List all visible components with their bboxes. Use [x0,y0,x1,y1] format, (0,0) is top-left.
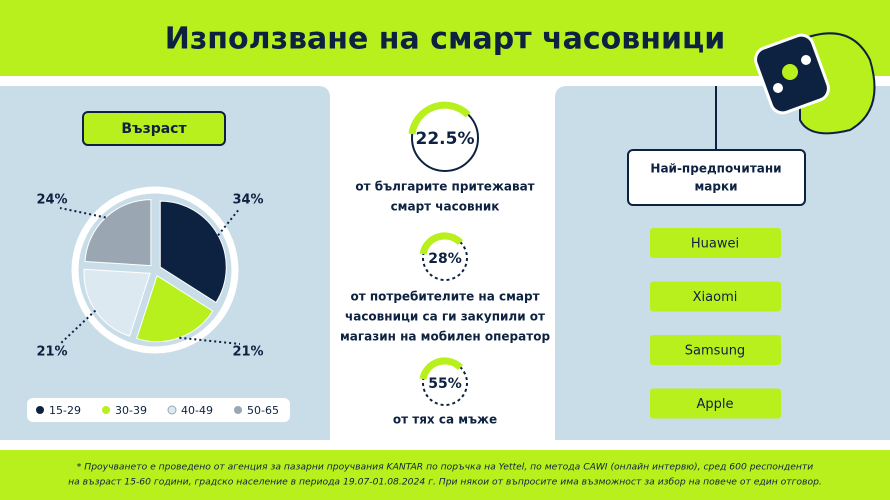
footer-band [0,450,890,500]
brand-button [650,228,781,258]
stat-text: от тях са мъже [393,413,497,427]
brand-button [650,335,781,365]
legend-swatch [234,406,242,414]
stat-text: смарт часовник [391,200,500,214]
watch-icon [754,32,876,135]
stat-text: часовници са ги закупили от [345,310,545,324]
footnote: на възраст 15-60 години, градско населен… [68,477,822,488]
legend-label: 15-29 [49,404,81,417]
value-label: 34% [232,193,263,208]
stat-arc [419,357,463,380]
stat-figure: 28% [428,251,462,267]
legend-label: 40-49 [181,404,213,417]
pie-slice [136,274,214,343]
legend-swatch [167,405,177,415]
stat-arc [408,101,471,135]
right-panel [555,86,890,440]
brands-title: марки [694,180,737,194]
pie-ring [71,186,239,354]
value-label: 24% [36,193,67,208]
pie-slice [159,200,227,304]
age-box [82,111,226,146]
brand-button [650,281,781,312]
title-band [0,0,890,76]
legend-label: 50-65 [247,404,279,417]
leader-line [179,336,241,345]
value-label: 21% [232,345,263,360]
stat-figure: 22.5% [416,129,475,149]
stat-text: магазин на мобилен оператор [340,330,550,344]
legend-box [27,398,290,422]
leader-line [217,207,241,236]
brand-button [650,388,781,419]
footnote: * Проучването е проведено от агенция за … [77,462,813,473]
brand-name: Apple [696,397,733,412]
stat-arc [419,232,463,255]
legend-swatch [102,406,110,414]
pie-slice [84,199,152,267]
brand-name: Xiaomi [693,290,738,305]
brands-title: Най-предпочитани [650,162,781,176]
brand-name: Samsung [685,344,745,359]
legend-swatch [36,406,44,414]
value-label: 21% [36,345,67,360]
leader-line [59,309,97,345]
pie-slice [83,268,151,337]
brands-box [627,149,806,206]
stat-text: от българите притежават [355,180,534,194]
brand-name: Huawei [691,237,739,252]
legend-label: 30-39 [115,404,147,417]
stat-text: от потребителите на смарт [350,290,539,304]
age-label: Възраст [121,121,187,137]
stat-figure: 55% [428,376,462,392]
title: Използване на смарт часовници [165,22,726,57]
